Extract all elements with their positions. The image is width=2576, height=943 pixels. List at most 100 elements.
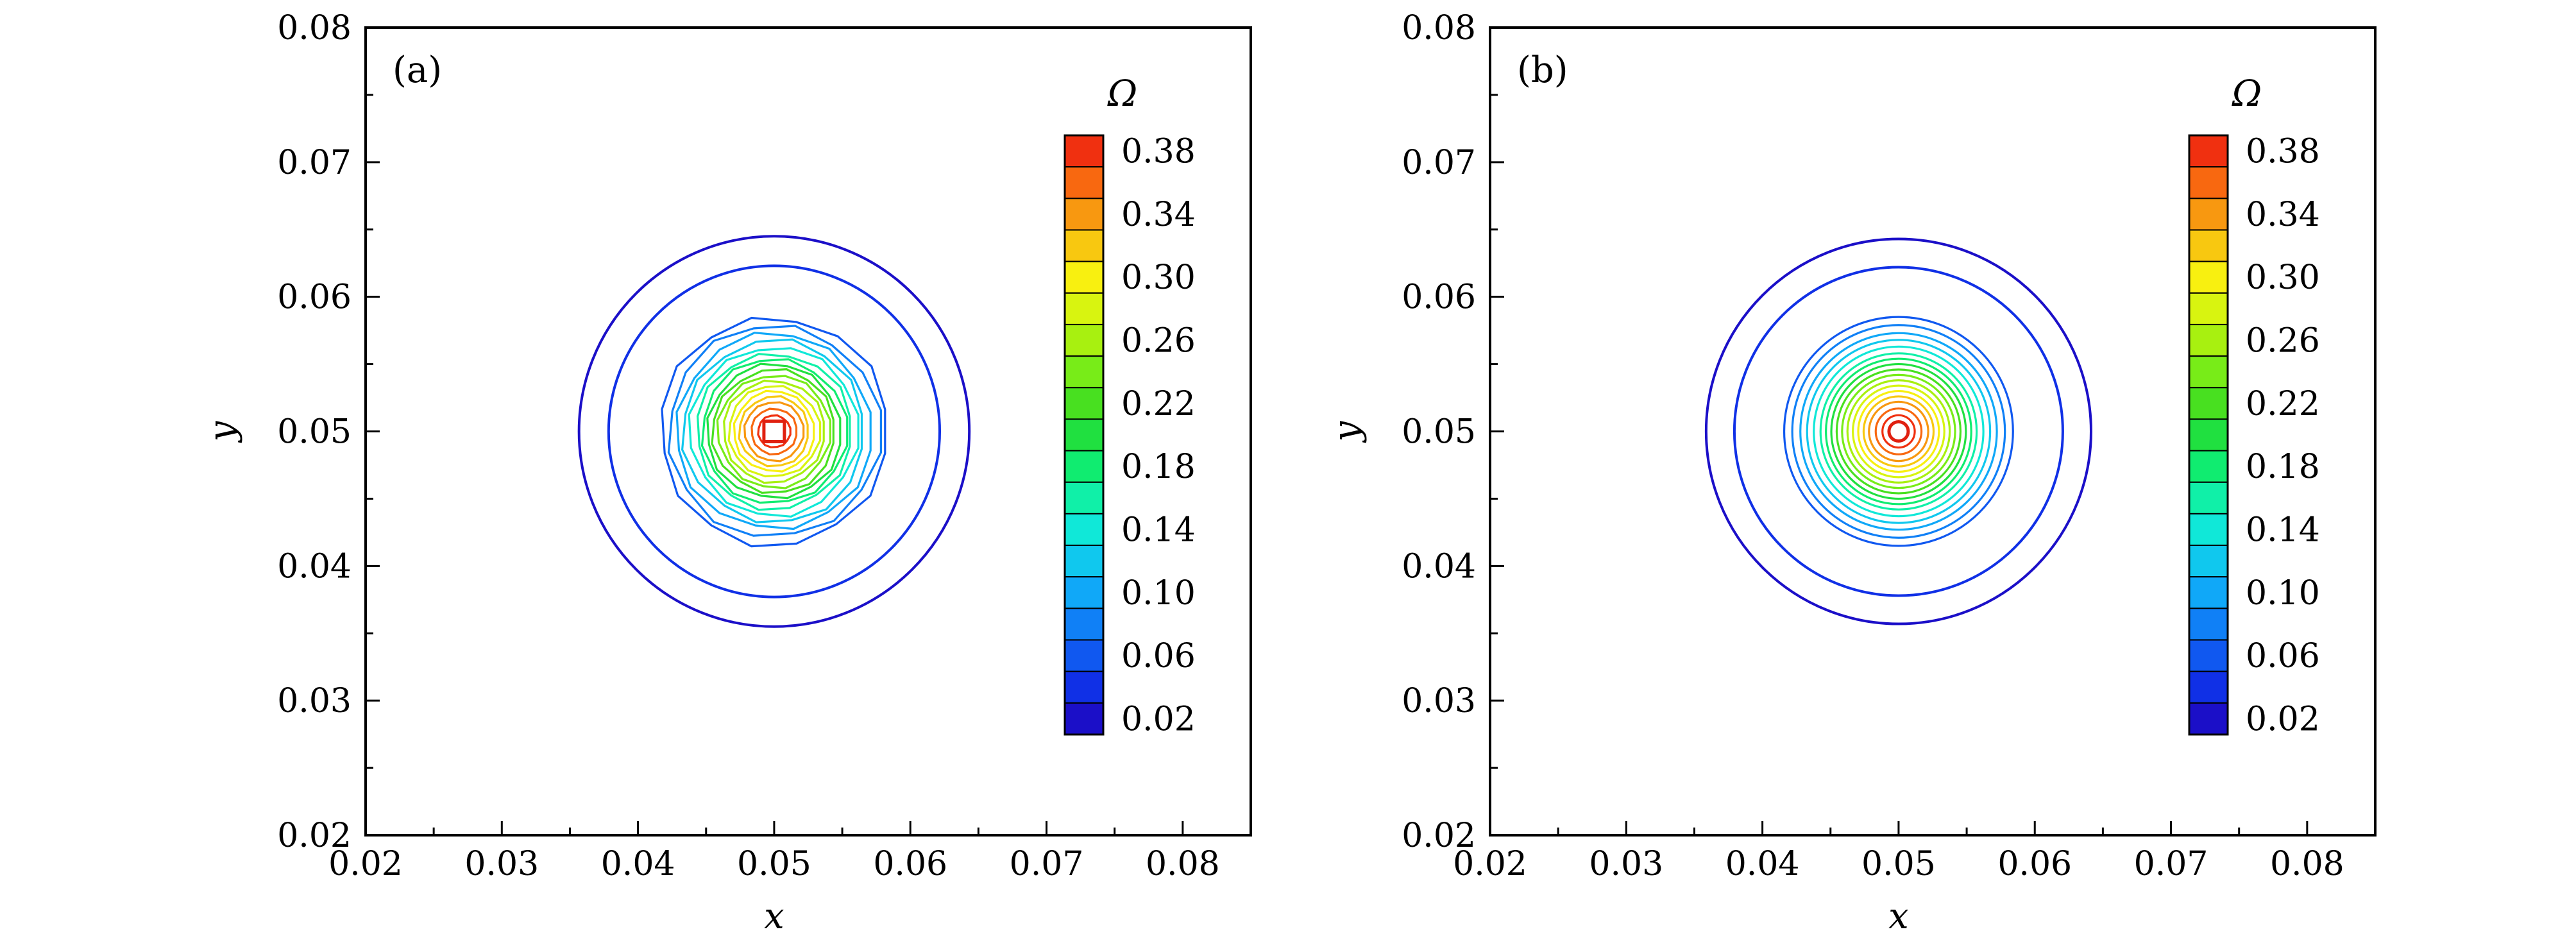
contour-line bbox=[1835, 368, 1962, 495]
colorbar-segment bbox=[1064, 387, 1104, 420]
contour-line bbox=[723, 379, 825, 484]
contour-line bbox=[1791, 324, 2006, 539]
colorbar-label: 0.18 bbox=[2246, 448, 2320, 486]
y-tick-label: 0.04 bbox=[277, 547, 352, 586]
contour-line bbox=[738, 395, 809, 468]
x-tick-label: 0.05 bbox=[1861, 845, 1936, 883]
colorbar-label: 0.34 bbox=[2246, 196, 2320, 234]
contour-line bbox=[675, 332, 872, 531]
colorbar-label: 0.26 bbox=[2246, 322, 2320, 361]
x-tick-label: 0.02 bbox=[1453, 845, 1527, 883]
chart-panel-a: 0.02 0.03 0.04 0.05 0.06 0.07 0.08 0.02 0.03 0.04… bbox=[201, 9, 1252, 937]
x-axis-label: x bbox=[764, 896, 784, 937]
y-tick-label: 0.04 bbox=[1402, 547, 1476, 586]
colorbar-segment bbox=[2189, 450, 2228, 483]
colorbar-label: 0.10 bbox=[1121, 574, 1196, 613]
colorbar-label: 0.26 bbox=[1121, 322, 1196, 361]
colorbar-segment bbox=[1064, 323, 1104, 357]
colorbar-segment bbox=[2189, 607, 2228, 641]
y-tick-label: 0.07 bbox=[277, 144, 352, 182]
x-tick-label: 0.04 bbox=[601, 845, 675, 883]
colorbar-segment bbox=[1064, 292, 1104, 325]
x-axis-label: x bbox=[1888, 896, 1909, 937]
colorbar-segment bbox=[2189, 576, 2228, 609]
contour-line bbox=[1733, 266, 2064, 597]
colorbar-label: 0.38 bbox=[2246, 133, 2320, 171]
colorbar-label: 0.02 bbox=[1121, 700, 1196, 738]
colorbar-segment bbox=[1064, 481, 1104, 514]
y-tick-label: 0.05 bbox=[1402, 413, 1476, 452]
colorbar-label: 0.34 bbox=[1121, 196, 1196, 234]
colorbar-label: 0.06 bbox=[1121, 637, 1196, 675]
x-tick-label: 0.05 bbox=[737, 845, 811, 883]
contour-line bbox=[727, 385, 822, 478]
axis-ticks: 0.02 0.03 0.04 0.05 0.06 0.07 0.08 0.02 0.03 0.04… bbox=[277, 9, 1252, 883]
colorbar-segment bbox=[1064, 166, 1104, 200]
contour-line bbox=[696, 353, 851, 511]
colorbar-segment bbox=[2189, 418, 2228, 452]
x-tick-label: 0.06 bbox=[873, 845, 947, 883]
colorbar-label: 0.30 bbox=[2246, 259, 2320, 297]
colorbar-segment bbox=[1064, 607, 1104, 641]
contour-line bbox=[681, 338, 863, 523]
colorbar-title: Ω bbox=[2232, 73, 2262, 115]
contour-line bbox=[1857, 389, 1940, 473]
colorbar-segment bbox=[2189, 513, 2228, 547]
colorbar-segment bbox=[2189, 670, 2228, 704]
y-tick-label: 0.05 bbox=[277, 413, 352, 452]
contour-peak bbox=[762, 420, 786, 443]
colorbar-segment bbox=[1064, 450, 1104, 483]
contour-line bbox=[1846, 379, 1951, 484]
colorbar-label: 0.10 bbox=[2246, 574, 2320, 613]
y-tick-label: 0.02 bbox=[277, 817, 352, 855]
colorbar: 0.38 0.34 0.30 0.26 0.22 0.18 0.14 0.10 0.06 0.02… bbox=[2188, 73, 2320, 738]
colorbar-segment bbox=[2189, 198, 2228, 231]
colorbar-segment bbox=[1064, 135, 1104, 168]
contour-line bbox=[1819, 352, 1978, 511]
colorbar-frame bbox=[2188, 134, 2229, 736]
contour-line bbox=[1868, 400, 1929, 463]
colorbar-segment bbox=[2189, 387, 2228, 420]
colorbar-label: 0.02 bbox=[2246, 700, 2320, 738]
contour-peak bbox=[1887, 420, 1910, 443]
contour-line bbox=[1806, 339, 1992, 524]
colorbar-segment bbox=[1064, 513, 1104, 547]
x-tick-label: 0.04 bbox=[1725, 845, 1800, 883]
contour-line bbox=[1830, 362, 1967, 500]
colorbar-segment bbox=[1064, 418, 1104, 452]
colorbar-label: 0.38 bbox=[1121, 133, 1196, 171]
colorbar-segment bbox=[1064, 260, 1104, 294]
colorbar-segment bbox=[2189, 545, 2228, 578]
x-tick-label: 0.08 bbox=[1146, 845, 1220, 883]
colorbar-label: 0.14 bbox=[2246, 511, 2320, 549]
y-tick-label: 0.06 bbox=[277, 278, 352, 317]
contour-line bbox=[1783, 316, 2014, 547]
colorbar-label: 0.30 bbox=[1121, 259, 1196, 297]
colorbar-segment bbox=[2189, 135, 2228, 168]
colorbar-label: 0.22 bbox=[1121, 385, 1196, 423]
contour-line bbox=[1704, 237, 2092, 625]
x-tick-label: 0.07 bbox=[1010, 845, 1084, 883]
y-tick-label: 0.07 bbox=[1402, 144, 1476, 182]
contour-line bbox=[733, 389, 815, 473]
contour-line bbox=[1799, 332, 1998, 531]
contour-line bbox=[577, 235, 971, 628]
colorbar-segment bbox=[2189, 639, 2228, 672]
contour-line bbox=[1841, 373, 1956, 489]
colorbar-segment bbox=[2189, 355, 2228, 389]
contour-line bbox=[688, 347, 860, 518]
colorbar-segment bbox=[1064, 229, 1104, 262]
colorbar-segment bbox=[2189, 481, 2228, 514]
contour-line bbox=[711, 368, 835, 494]
y-axis-label: y bbox=[201, 420, 243, 443]
colorbar-segment bbox=[2189, 323, 2228, 357]
colorbar-segment bbox=[1064, 355, 1104, 389]
contour-line bbox=[750, 407, 798, 455]
x-tick-label: 0.03 bbox=[1589, 845, 1663, 883]
colorbar-segment bbox=[1064, 198, 1104, 231]
colorbar-label: 0.18 bbox=[1121, 448, 1196, 486]
colorbar-title: Ω bbox=[1107, 73, 1137, 115]
x-tick-label: 0.07 bbox=[2134, 845, 2208, 883]
